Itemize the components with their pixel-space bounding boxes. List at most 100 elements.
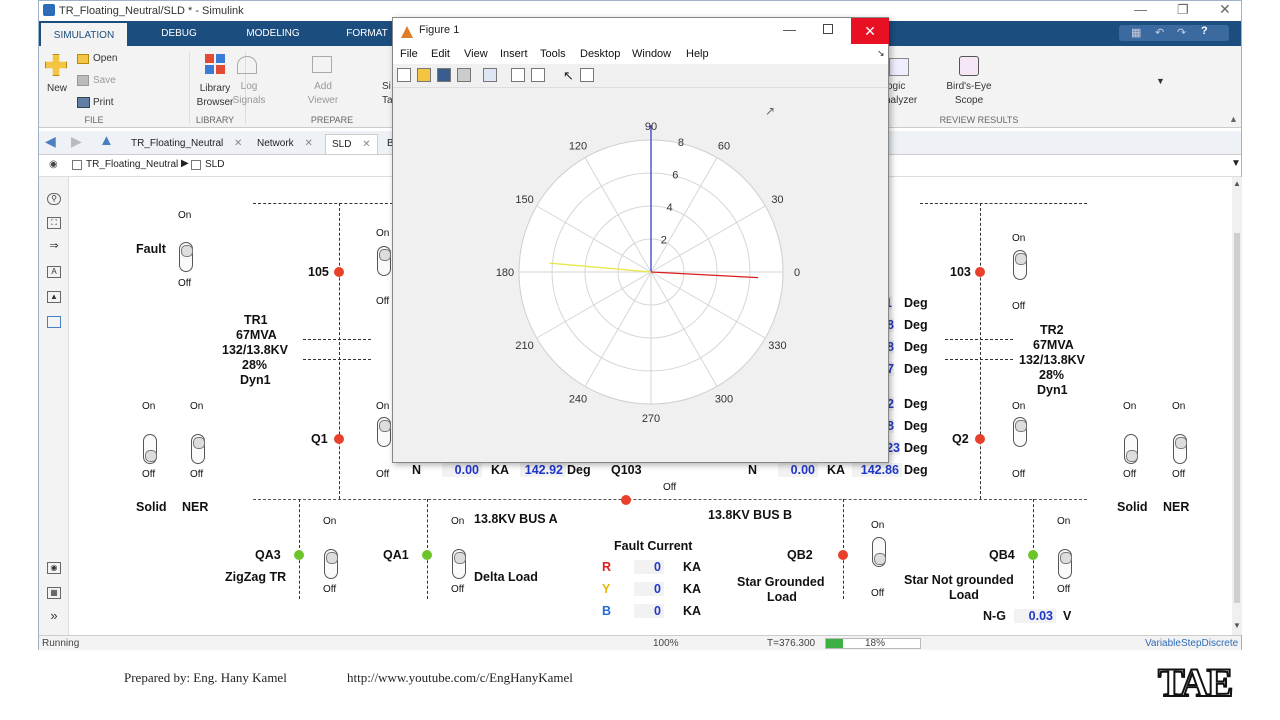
open-icon[interactable] bbox=[77, 54, 89, 64]
close-tab-icon[interactable]: ✕ bbox=[234, 138, 243, 149]
breaker-qb4[interactable] bbox=[1028, 550, 1038, 560]
status-solver[interactable]: VariableStepDiscrete bbox=[1145, 638, 1239, 649]
help-icon[interactable]: ? bbox=[1201, 25, 1208, 37]
open-file-icon[interactable] bbox=[417, 68, 431, 82]
logic-analyzer-label1[interactable]: ogic bbox=[887, 81, 906, 92]
legend-icon[interactable] bbox=[531, 68, 545, 82]
switch-105[interactable] bbox=[377, 246, 391, 276]
breaker-q103[interactable] bbox=[621, 495, 631, 505]
tab-tr-floating-neutral[interactable]: TR_Floating_Neutral ✕ bbox=[131, 138, 243, 149]
up-arrow-icon[interactable]: ▲ bbox=[99, 132, 114, 149]
breadcrumb-root[interactable]: TR_Floating_Neutral bbox=[86, 159, 179, 170]
menu-window[interactable]: Window bbox=[632, 48, 672, 60]
figure-maximize-icon[interactable] bbox=[823, 24, 833, 34]
add-viewer-label2[interactable]: Viewer bbox=[307, 95, 339, 106]
menu-view[interactable]: View bbox=[464, 48, 488, 60]
fault-switch[interactable] bbox=[179, 242, 193, 272]
solid-right-switch[interactable] bbox=[1124, 434, 1138, 464]
arrow-right-icon[interactable]: ⇒ bbox=[49, 240, 59, 252]
link-plot-icon[interactable] bbox=[483, 68, 497, 82]
switch-103[interactable] bbox=[1013, 250, 1027, 280]
birds-eye-label1[interactable]: Bird's-Eye bbox=[946, 81, 992, 92]
save-button[interactable]: Save bbox=[93, 75, 116, 86]
close-tab-icon[interactable]: ✕ bbox=[304, 138, 313, 149]
fit-view-icon[interactable]: ⛶ bbox=[47, 217, 61, 229]
ner-right-switch[interactable] bbox=[1173, 434, 1187, 464]
ribbon-collapse-icon[interactable]: ▲ bbox=[1229, 114, 1238, 124]
signal-table-label1[interactable]: Si bbox=[382, 81, 391, 92]
breadcrumb-child[interactable]: SLD bbox=[205, 159, 225, 170]
property-editor-icon[interactable] bbox=[580, 68, 594, 82]
menu-insert[interactable]: Insert bbox=[500, 48, 528, 60]
property-inspector-icon[interactable]: ▦ bbox=[47, 587, 61, 599]
zoom-icon[interactable]: ⚲ bbox=[47, 193, 61, 205]
library-browser-label1[interactable]: Library bbox=[199, 83, 231, 94]
dock-arrow-icon[interactable]: ↘ bbox=[877, 48, 885, 58]
minimize-icon[interactable]: — bbox=[1134, 2, 1147, 17]
switch-q2[interactable] bbox=[1013, 417, 1027, 447]
breaker-103[interactable] bbox=[975, 267, 985, 277]
redo-icon[interactable]: ↷ bbox=[1177, 27, 1187, 39]
library-browser-label2[interactable]: Browser bbox=[196, 97, 234, 108]
undo-icon[interactable]: ↶ bbox=[1155, 27, 1165, 39]
new-figure-icon[interactable] bbox=[397, 68, 411, 82]
logic-analyzer-icon[interactable] bbox=[889, 58, 909, 76]
switch-qa3[interactable] bbox=[324, 549, 338, 579]
camera-icon[interactable]: ◉ bbox=[47, 562, 61, 574]
new-icon[interactable] bbox=[45, 54, 67, 76]
library-browser-icon[interactable] bbox=[205, 54, 225, 74]
save-icon[interactable]: ▦ bbox=[1131, 27, 1142, 39]
tab-network[interactable]: Network ✕ bbox=[257, 138, 313, 149]
tab-format[interactable]: FORMAT bbox=[346, 28, 388, 39]
menu-file[interactable]: File bbox=[400, 48, 418, 60]
scroll-up-icon[interactable]: ▲ bbox=[1233, 179, 1241, 188]
switch-qb4[interactable] bbox=[1058, 549, 1072, 579]
colorbar-icon[interactable] bbox=[511, 68, 525, 82]
ribbon-expand-icon[interactable]: ▼ bbox=[1156, 76, 1165, 86]
print-figure-icon[interactable] bbox=[457, 68, 471, 82]
figure-close-icon[interactable]: ✕ bbox=[851, 18, 889, 44]
area-icon[interactable] bbox=[47, 316, 61, 328]
log-signals-label2[interactable]: Signals bbox=[232, 95, 266, 106]
tab-debug[interactable]: DEBUG bbox=[161, 28, 197, 39]
add-viewer-label1[interactable]: Add bbox=[314, 81, 332, 92]
model-browser-icon[interactable]: ◉ bbox=[49, 159, 58, 170]
breaker-qa3[interactable] bbox=[294, 550, 304, 560]
breaker-qb2[interactable] bbox=[838, 550, 848, 560]
menu-help[interactable]: Help bbox=[686, 48, 709, 60]
birds-eye-label2[interactable]: Scope bbox=[954, 95, 984, 106]
scrollbar-thumb[interactable] bbox=[1234, 233, 1240, 603]
close-icon[interactable]: ✕ bbox=[1219, 1, 1231, 17]
breaker-qa1[interactable] bbox=[422, 550, 432, 560]
print-icon[interactable] bbox=[77, 97, 90, 108]
footer-url[interactable]: http://www.youtube.com/c/EngHanyKamel bbox=[347, 670, 573, 685]
menu-desktop[interactable]: Desktop bbox=[580, 48, 621, 60]
save-figure-icon[interactable] bbox=[437, 68, 451, 82]
breaker-q1[interactable] bbox=[334, 434, 344, 444]
ner-switch[interactable] bbox=[191, 434, 205, 464]
switch-qa1[interactable] bbox=[452, 549, 466, 579]
quick-access-toolbar[interactable]: ▦ ↶ ↷ ? bbox=[1119, 25, 1229, 41]
export-icon[interactable]: ↗ bbox=[765, 104, 776, 118]
breaker-105[interactable] bbox=[334, 267, 344, 277]
menu-tools[interactable]: Tools bbox=[540, 48, 566, 60]
solid-switch[interactable] bbox=[143, 434, 157, 464]
menu-edit[interactable]: Edit bbox=[431, 48, 450, 60]
breadcrumb-dropdown-icon[interactable]: ▼ bbox=[1231, 158, 1241, 169]
image-icon[interactable]: ▲ bbox=[47, 291, 61, 303]
tab-simulation[interactable]: SIMULATION bbox=[41, 23, 127, 46]
open-button[interactable]: Open bbox=[93, 53, 118, 64]
tab-sld[interactable]: SLD ✕ bbox=[325, 134, 378, 154]
switch-q1[interactable] bbox=[377, 417, 391, 447]
vertical-scrollbar[interactable]: ▲ ▼ bbox=[1232, 177, 1242, 635]
print-button[interactable]: Print bbox=[93, 97, 114, 108]
scroll-down-icon[interactable]: ▼ bbox=[1233, 621, 1241, 630]
signal-table-label2[interactable]: Ta bbox=[382, 95, 393, 106]
tab-b[interactable]: B bbox=[387, 138, 394, 149]
pointer-icon[interactable]: ↖ bbox=[563, 68, 574, 83]
switch-qb2[interactable] bbox=[872, 537, 886, 567]
forward-arrow-icon[interactable]: ▶ bbox=[71, 133, 82, 149]
restore-icon[interactable]: ❐ bbox=[1177, 2, 1189, 17]
annotation-icon[interactable]: A bbox=[47, 266, 61, 278]
figure-minimize-icon[interactable]: — bbox=[783, 22, 796, 37]
